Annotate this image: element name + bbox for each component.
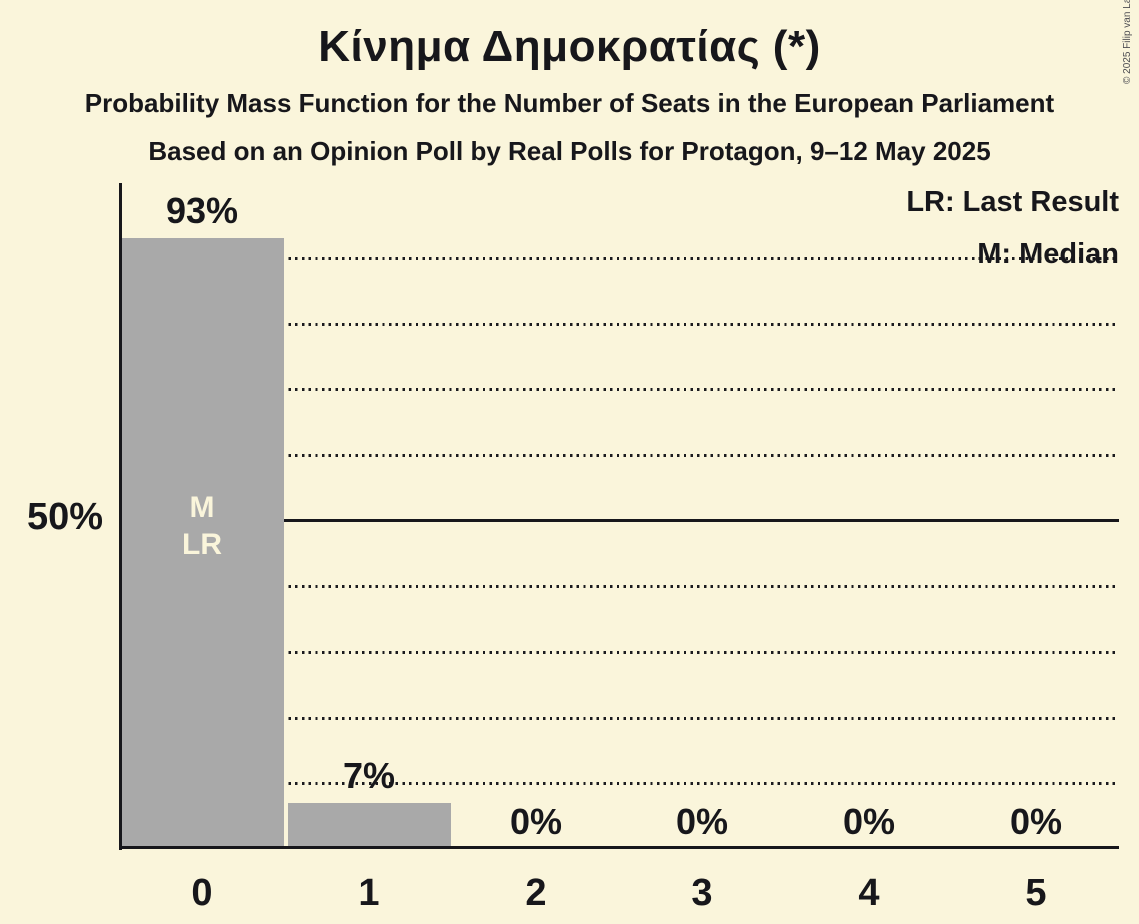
bar-seats-1 <box>288 803 451 849</box>
x-tick-label-2: 2 <box>525 872 547 914</box>
x-tick-label-4: 4 <box>858 872 880 914</box>
legend-last-result: LR: Last Result <box>906 186 1119 218</box>
value-label-seats-1: 7% <box>342 755 396 796</box>
gridline-10-percent <box>121 782 1119 785</box>
chart-subtitle: Probability Mass Function for the Number… <box>84 88 1055 118</box>
chart-source-subtitle: Based on an Opinion Poll by Real Polls f… <box>148 136 991 166</box>
gridline-40-percent <box>121 585 1119 588</box>
gridline-70-percent <box>121 388 1119 391</box>
value-label-seats-5: 0% <box>1009 801 1063 842</box>
median-marker-label: M <box>189 491 215 524</box>
gridline-80-percent <box>121 323 1119 326</box>
x-tick-label-1: 1 <box>358 872 380 914</box>
x-axis-line <box>119 846 1119 849</box>
y-axis-50-percent-label: 50% <box>26 496 103 538</box>
gridline-30-percent <box>121 651 1119 654</box>
chart-title: Κίνημα Δημοκρατίας (*) <box>318 22 821 71</box>
x-tick-label-0: 0 <box>191 872 213 914</box>
x-tick-label-3: 3 <box>691 872 713 914</box>
legend: LR: Last Result M: Median <box>906 186 1119 271</box>
legend-median: M: Median <box>977 238 1119 270</box>
solid-line-50-percent <box>121 519 1119 522</box>
x-tick-label-5: 5 <box>1025 872 1047 914</box>
value-label-seats-3: 0% <box>675 801 729 842</box>
value-label-seats-2: 0% <box>509 801 563 842</box>
gridline-20-percent <box>121 717 1119 720</box>
gridline-60-percent <box>121 454 1119 457</box>
y-axis-line <box>119 183 122 850</box>
copyright-text: © 2025 Filip van Laenen <box>1122 0 1133 84</box>
last-result-marker-label: LR <box>182 528 222 561</box>
value-label-seats-0: 93% <box>165 190 239 231</box>
value-label-seats-4: 0% <box>842 801 896 842</box>
gridline-90-percent <box>121 257 1119 260</box>
median-last-result-annotation: M LR <box>119 489 285 563</box>
bar-seats-0 <box>121 238 284 849</box>
